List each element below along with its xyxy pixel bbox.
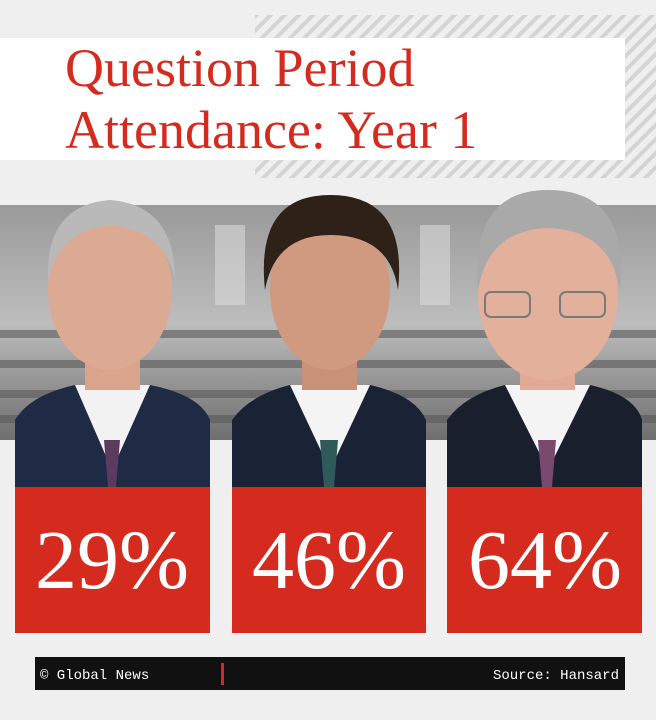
portrait [232,195,426,487]
source: Source: Hansard [493,668,619,684]
panel: 29% [15,487,210,633]
title-box [0,38,625,160]
attendance-value: 64% [468,514,622,607]
value-box [447,487,642,633]
credit: © Global News [40,668,149,684]
portrait [447,190,642,487]
value-box [15,487,210,633]
portrait [15,200,210,487]
title-line: Question Period [65,38,414,98]
footer: © Global News Source: Hansard [35,657,625,690]
value-box [232,487,426,633]
panel: 64% [447,487,642,633]
title-line: Attendance: Year 1 [65,100,477,160]
panel: 46% [232,487,426,633]
attendance-value: 29% [35,514,189,607]
footer-bar [35,657,625,690]
footer-divider [221,663,224,685]
attendance-value: 46% [252,514,406,607]
